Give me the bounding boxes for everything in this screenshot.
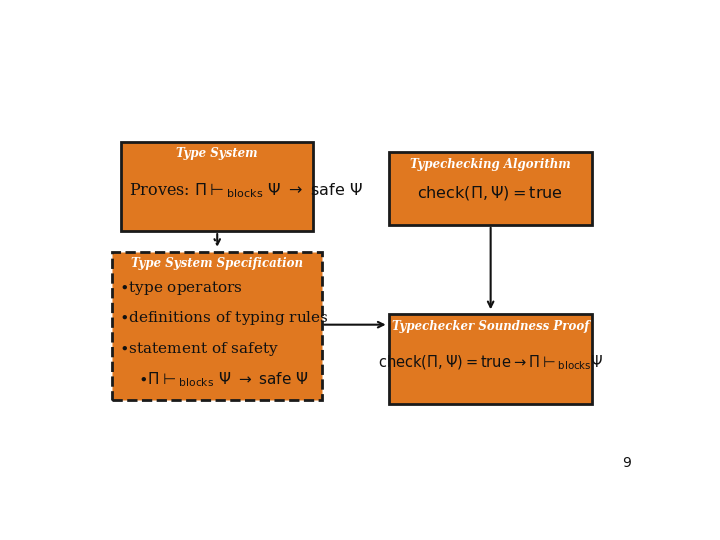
Text: $\mathsf{check}(\Pi,\Psi) = \mathsf{true} \rightarrow \Pi\vdash_{\rm blocks}\Psi: $\mathsf{check}(\Pi,\Psi) = \mathsf{true… xyxy=(378,354,603,373)
FancyBboxPatch shape xyxy=(121,141,313,231)
FancyBboxPatch shape xyxy=(389,152,593,225)
Text: $\bullet$statement of safety: $\bullet$statement of safety xyxy=(119,340,279,357)
Text: Type System: Type System xyxy=(176,147,258,160)
FancyBboxPatch shape xyxy=(389,314,593,404)
FancyBboxPatch shape xyxy=(112,252,322,400)
Text: Type System Specification: Type System Specification xyxy=(131,258,303,271)
Text: Typechecker Soundness Proof: Typechecker Soundness Proof xyxy=(392,320,589,333)
Text: 9: 9 xyxy=(622,456,631,470)
Text: $\bullet$type operators: $\bullet$type operators xyxy=(119,279,243,297)
Text: Typechecking Algorithm: Typechecking Algorithm xyxy=(410,158,571,171)
Text: $\bullet\Pi\vdash_{\rm blocks}\ \Psi\ \rightarrow\ \mathsf{safe}\ \Psi$: $\bullet\Pi\vdash_{\rm blocks}\ \Psi\ \r… xyxy=(119,370,309,389)
Text: Proves: $\Pi\vdash_{\rm blocks}\ \Psi\ \rightarrow\ \mathsf{safe}\ \Psi$: Proves: $\Pi\vdash_{\rm blocks}\ \Psi\ \… xyxy=(129,181,363,200)
Text: $\mathsf{check}(\Pi,\Psi) = \mathsf{true}$: $\mathsf{check}(\Pi,\Psi) = \mathsf{true… xyxy=(418,184,563,201)
Text: $\bullet$definitions of typing rules: $\bullet$definitions of typing rules xyxy=(119,309,329,327)
